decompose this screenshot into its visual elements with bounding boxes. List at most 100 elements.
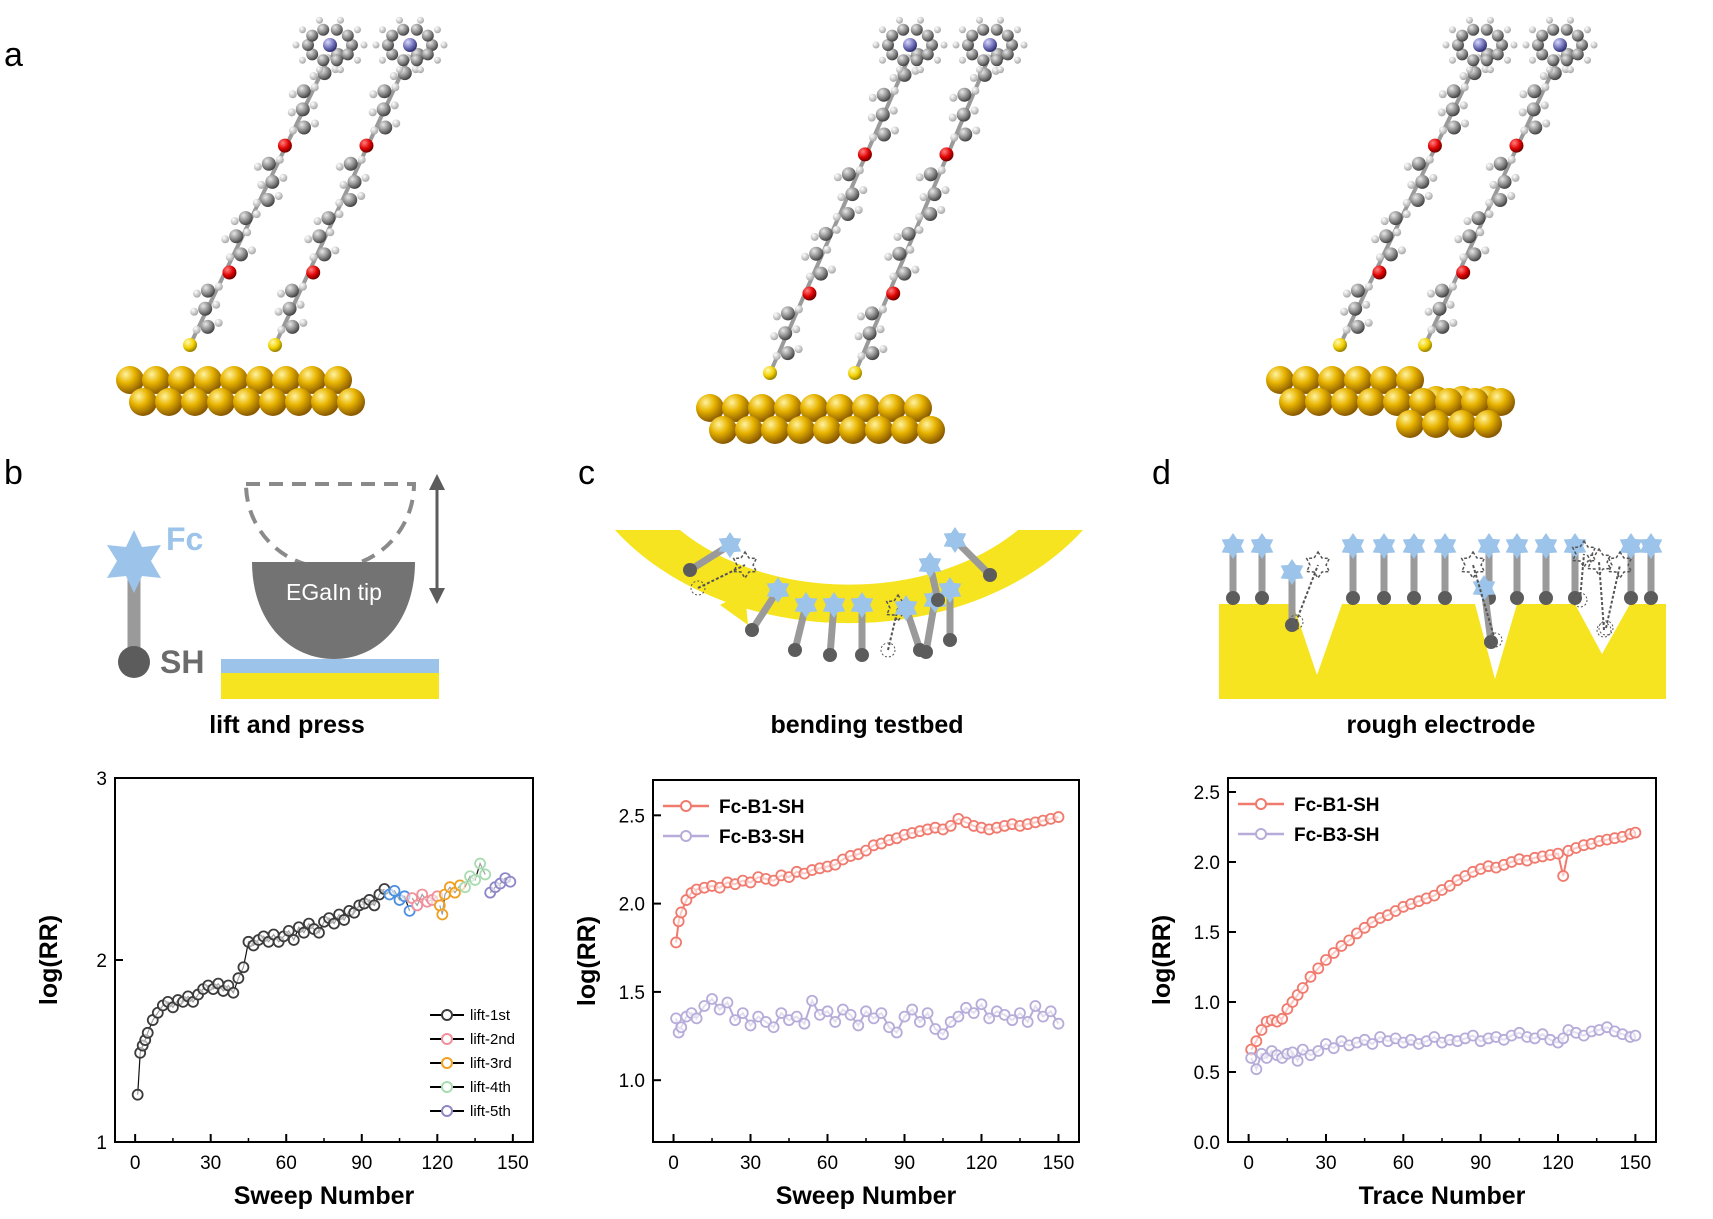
data-point	[690, 1012, 703, 1025]
hydrogen-atom	[243, 228, 252, 237]
sam-molecule-disordered	[880, 593, 911, 658]
x-tick-label: 150	[497, 1153, 529, 1174]
data-point	[783, 871, 795, 884]
chart-bending-testbed: 0 30 60 90 120 150 1.0 1.5 2.0 2.5 Sweep Number log…	[573, 779, 1080, 1210]
hydrogen-atom	[1397, 246, 1406, 255]
thiol-anchor	[1572, 592, 1588, 608]
hydrogen-atom	[391, 83, 400, 92]
thiol-anchor	[1510, 591, 1524, 605]
hydrogen-atom	[252, 199, 261, 207]
carbon-atom	[306, 48, 319, 61]
gold-atom	[142, 366, 170, 394]
gold-atom	[1487, 388, 1515, 416]
data-point	[944, 820, 957, 832]
data-point	[736, 1007, 749, 1019]
data-point	[1327, 947, 1340, 959]
carbon-atom	[958, 127, 973, 142]
linker	[1295, 564, 1319, 623]
gold-atom	[917, 416, 945, 444]
gold-atom	[891, 416, 919, 444]
linker	[697, 564, 746, 589]
hydrogen-atom	[1519, 90, 1528, 99]
hydrogen-atom	[810, 232, 819, 241]
gold-atom	[1409, 388, 1437, 416]
hydrogen-atom	[937, 206, 946, 214]
panel-letter-b: b	[4, 454, 23, 492]
hydrogen-atom	[872, 41, 880, 49]
carbon-atom	[306, 29, 319, 42]
carbon-atom	[1456, 29, 1469, 42]
hydrogen-atom	[867, 113, 876, 122]
molecular-chain	[268, 16, 448, 352]
hydrogen-atom	[1541, 83, 1550, 92]
hydrogen-atom	[1364, 282, 1373, 291]
sam-molecule	[1639, 533, 1663, 605]
hydrogen-atom	[906, 245, 915, 254]
hydrogen-atom	[214, 318, 223, 327]
hydrogen-atom	[937, 166, 946, 175]
hydrogen-atom	[1438, 90, 1447, 99]
gold-atom	[194, 366, 222, 394]
data-point	[921, 1007, 934, 1019]
hydrogen-atom	[1407, 180, 1416, 189]
data-point	[411, 899, 424, 912]
series-Fc-B3-SH	[1245, 1021, 1642, 1076]
thiol-anchor	[1568, 591, 1582, 605]
thiol-anchor	[1288, 614, 1304, 630]
carbon-atom	[382, 39, 394, 51]
hydrogen-atom	[417, 16, 425, 24]
gold-atom	[839, 416, 867, 444]
carbon-atom	[426, 39, 438, 51]
data-point	[829, 1016, 842, 1028]
hydrogen-atom	[1504, 26, 1512, 34]
carbon-atom	[347, 174, 362, 189]
fc-star-icon	[1402, 533, 1426, 559]
fc-star-icon	[1280, 559, 1304, 585]
legend-label: Fc-B1-SH	[1294, 795, 1380, 816]
iron-atom	[323, 38, 337, 52]
fc-star-icon	[1563, 533, 1587, 559]
carbon-atom	[341, 29, 354, 42]
hydrogen-atom	[304, 235, 313, 244]
hydrogen-atom	[1545, 66, 1553, 74]
hydrogen-atom	[357, 155, 366, 164]
hydrogen-atom	[915, 213, 924, 221]
data-point	[469, 874, 481, 886]
legend-marker	[441, 1081, 453, 1093]
gold-atom	[904, 394, 932, 422]
hydrogen-atom	[1465, 16, 1473, 24]
x-axis-title: Sweep Number	[234, 1182, 415, 1210]
hydrogen-atom	[1340, 307, 1349, 316]
hydrogen-atom	[309, 72, 318, 81]
hydrogen-atom	[370, 126, 379, 135]
plot-frame	[652, 779, 1080, 1143]
rough-substrate	[1219, 604, 1666, 699]
hydrogen-atom	[1511, 173, 1520, 182]
hydrogen-atom	[1463, 217, 1472, 226]
data-point	[1296, 1043, 1309, 1056]
gold-atom	[233, 388, 261, 416]
carbon-atom	[295, 102, 310, 117]
carbon-atom	[1560, 23, 1573, 36]
hydrogen-atom	[192, 289, 201, 298]
gold-surface	[1266, 366, 1515, 438]
iron-atom	[1473, 38, 1487, 52]
hydrogen-atom	[940, 41, 948, 49]
carbon-atom	[897, 23, 910, 36]
carbon-atom	[990, 54, 1003, 67]
oxygen-atom	[1509, 138, 1524, 153]
gold-substrate	[221, 673, 439, 699]
y-tick-label: 2.5	[1194, 783, 1220, 804]
hydrogen-atom	[1402, 210, 1411, 219]
hydrogen-atom	[1014, 26, 1022, 34]
hydrogen-atom	[1459, 101, 1468, 110]
x-axis-title: Trace Number	[1359, 1182, 1526, 1210]
hydrogen-atom	[390, 101, 399, 110]
hydrogen-atom	[805, 272, 814, 281]
hydrogen-atom	[1459, 72, 1468, 81]
hydrogen-atom	[326, 228, 335, 237]
egain-tip-shape	[252, 562, 415, 659]
data-point	[1335, 940, 1348, 952]
carbon-atom	[285, 319, 300, 334]
fc-star-icon	[1477, 533, 1501, 559]
